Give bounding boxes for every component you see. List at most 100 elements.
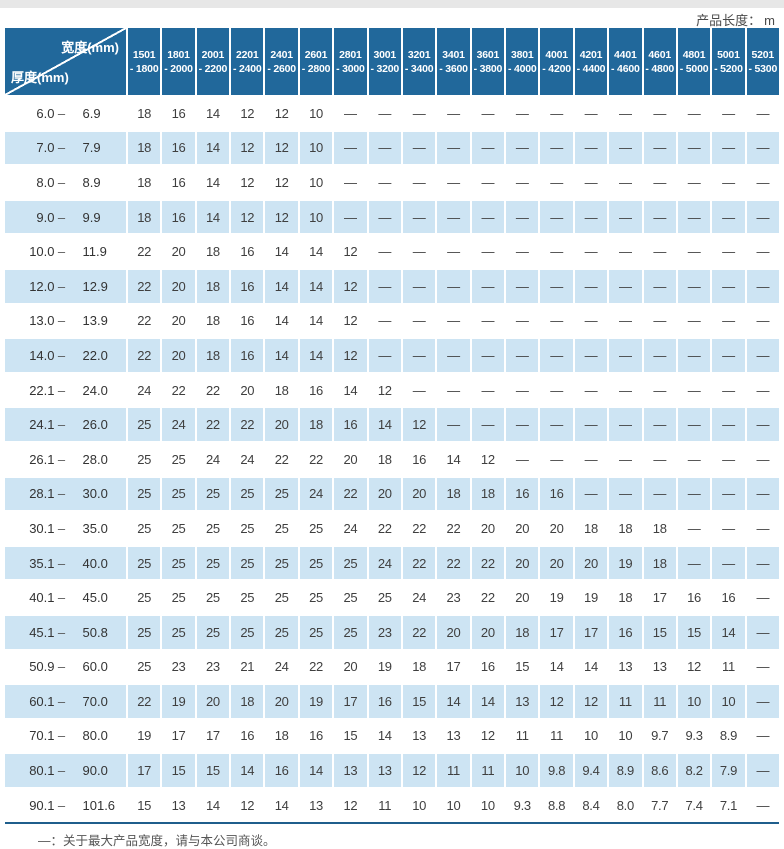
length-value-cell: 14 — [274, 244, 289, 260]
length-value-cell: 11 — [378, 797, 392, 813]
length-value-cell: — — [481, 382, 495, 398]
length-value-cell: 11 — [721, 659, 735, 675]
length-value-cell: 20 — [402, 477, 436, 511]
length-value-cell: — — [722, 174, 735, 190]
width-header-cell: 5001- 5200 — [712, 28, 745, 95]
length-value-cell: 24 — [368, 546, 401, 580]
length-value-cell: — — [746, 754, 779, 787]
length-value-cell: 13 — [334, 754, 367, 787]
length-value-cell: — — [677, 269, 711, 303]
thickness-row-label: 45.1–50.8 — [5, 615, 126, 649]
length-value-cell: 25 — [274, 520, 289, 536]
length-value-cell: 16 — [309, 728, 323, 744]
length-value-cell: 9.8 — [540, 754, 573, 787]
length-value-cell: — — [550, 382, 563, 398]
length-value-cell: — — [722, 451, 735, 467]
length-value-cell: — — [746, 615, 779, 649]
thickness-axis-label: 厚度(mm) — [11, 70, 69, 85]
thickness-row-label: 60.1–70.0 — [5, 685, 126, 718]
length-value-cell: — — [643, 269, 676, 303]
length-value-cell: 25 — [137, 590, 152, 606]
length-value-cell: 12 — [274, 174, 289, 190]
length-value-cell: 14 — [549, 659, 564, 675]
length-value-cell: — — [653, 174, 667, 190]
length-value-cell: 13 — [309, 797, 323, 813]
length-value-cell: 10 — [712, 685, 745, 718]
length-value-cell: — — [712, 131, 745, 165]
width-header-cell: 4601- 4800 — [643, 28, 676, 95]
length-value-cell: 18 — [231, 685, 264, 718]
length-value-cell: — — [722, 244, 735, 260]
length-value-cell: 16 — [231, 339, 264, 372]
length-value-cell: 10 — [480, 797, 495, 813]
length-value-cell: 14 — [309, 244, 323, 260]
length-value-cell: 24 — [274, 659, 289, 675]
length-value-cell: — — [402, 339, 436, 372]
length-value-cell: 8.0 — [616, 797, 634, 813]
length-value-cell: — — [481, 244, 495, 260]
length-value-cell: — — [515, 244, 529, 260]
length-value-cell: — — [677, 408, 711, 441]
length-value-cell: — — [447, 382, 460, 398]
length-value-cell: 18 — [137, 174, 152, 190]
length-value-cell: 23 — [205, 659, 220, 675]
length-value-cell: 25 — [377, 590, 392, 606]
length-value-cell: 14 — [446, 451, 461, 467]
length-value-cell: — — [481, 105, 495, 121]
length-value-cell: 25 — [334, 546, 367, 580]
length-value-cell: 18 — [584, 520, 598, 536]
length-value-cell: — — [746, 685, 779, 718]
length-value-cell: 25 — [196, 477, 230, 511]
length-value-cell: 18 — [618, 520, 633, 536]
length-value-cell: 22 — [480, 590, 495, 606]
length-value-cell: 18 — [128, 131, 161, 165]
length-value-cell: 20 — [437, 615, 470, 649]
length-value-cell: 8.9 — [609, 754, 642, 787]
length-value-cell: — — [550, 244, 563, 260]
length-value-cell: 19 — [299, 685, 333, 718]
length-value-cell: 13 — [618, 659, 633, 675]
length-value-cell: 15 — [196, 754, 230, 787]
thickness-row-label: 8.0–8.9 — [36, 174, 101, 190]
length-value-cell: 17 — [652, 590, 667, 606]
thickness-row-label: 6.0–6.9 — [36, 105, 101, 121]
length-value-cell: 12 — [240, 174, 255, 190]
length-value-cell: — — [687, 313, 701, 329]
length-value-cell: — — [687, 105, 701, 121]
length-value-cell: 12 — [240, 797, 255, 813]
length-value-cell: 24 — [412, 590, 427, 606]
length-value-cell: 14 — [205, 105, 220, 121]
corner-header-cell: 宽度(mm) 厚度(mm) — [5, 28, 126, 95]
length-value-cell: 7.4 — [685, 797, 703, 813]
length-value-cell: 14 — [712, 615, 745, 649]
length-value-cell: 20 — [368, 477, 401, 511]
length-value-cell: — — [437, 339, 470, 372]
length-value-cell: 14 — [274, 313, 289, 329]
length-value-cell: 22 — [196, 408, 230, 441]
length-value-cell: 17 — [334, 685, 367, 718]
length-value-cell: 16 — [687, 590, 701, 606]
length-value-cell: — — [618, 174, 632, 190]
length-value-cell: 15 — [677, 615, 711, 649]
length-value-cell: 14 — [584, 659, 598, 675]
length-value-cell: 22 — [334, 477, 367, 511]
length-value-cell: 25 — [240, 590, 255, 606]
thickness-row-label: 50.9–60.0 — [29, 659, 108, 675]
product-length-label: 产品长度： — [696, 13, 762, 28]
length-value-cell: 20 — [171, 244, 186, 260]
thickness-row-label: 7.0–7.9 — [5, 131, 126, 165]
length-value-cell: — — [584, 174, 598, 190]
length-value-cell: 17 — [574, 615, 608, 649]
length-value-cell: 18 — [274, 382, 289, 398]
length-value-cell: 25 — [299, 615, 333, 649]
length-value-cell: 17 — [446, 659, 461, 675]
width-header-cell: 3201- 3400 — [402, 28, 436, 95]
length-value-cell: — — [618, 313, 632, 329]
length-value-cell: 19 — [609, 546, 642, 580]
length-value-cell: 14 — [299, 754, 333, 787]
length-value-cell: — — [447, 313, 460, 329]
length-value-cell: 24 — [299, 477, 333, 511]
length-value-cell: 12 — [274, 105, 289, 121]
length-value-cell: — — [609, 408, 642, 441]
length-value-cell: 11 — [471, 754, 505, 787]
